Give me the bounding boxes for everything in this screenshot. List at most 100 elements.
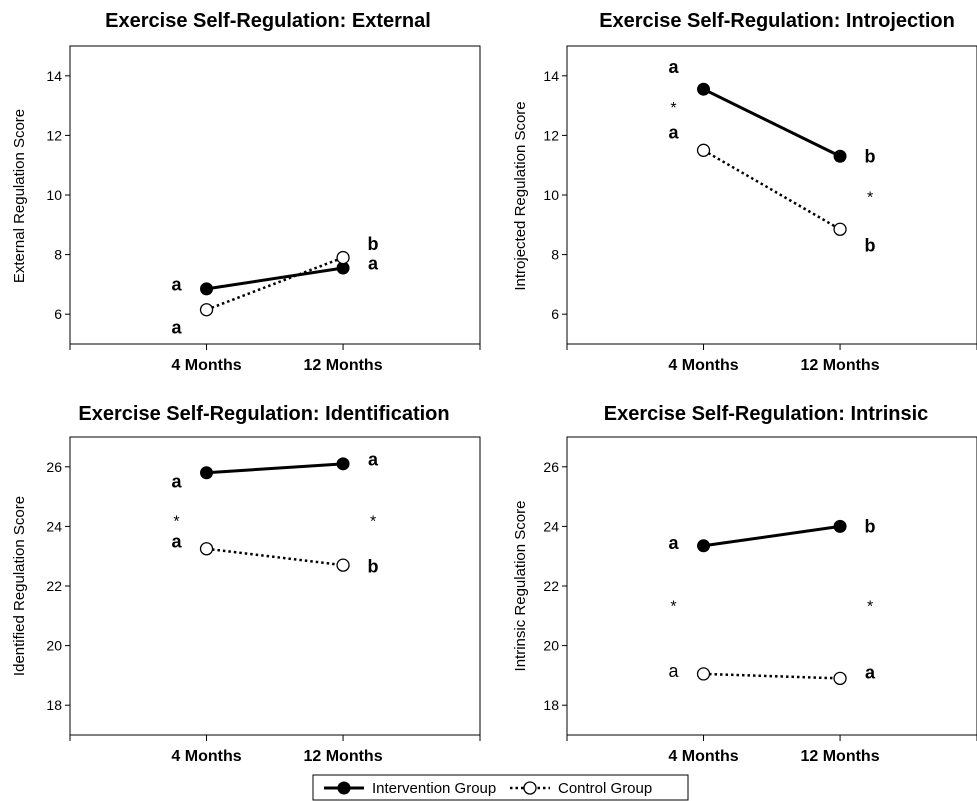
significance-letter: b: [368, 557, 379, 577]
y-tick-label: 14: [46, 68, 62, 84]
control-series-line: [702, 149, 841, 231]
significance-letter: b: [865, 516, 876, 536]
intervention-data-point: [697, 82, 711, 96]
significance-letter: a: [172, 274, 183, 294]
y-tick-label: 6: [54, 306, 62, 322]
y-tick-label: 18: [543, 697, 559, 713]
annotation-group: a * a b * a: [669, 516, 877, 682]
y-ticks: 6 8 10 12 14: [46, 68, 70, 322]
chart-title: Exercise Self-Regulation: External: [105, 10, 431, 32]
control-series-line: [206, 256, 344, 311]
annotation-group: a*aa*b: [172, 449, 380, 576]
intervention-data-point: [200, 466, 214, 480]
y-ticks: 6 8 10 12 14: [543, 68, 567, 322]
control-data-point: [833, 671, 847, 686]
control-data-point: [199, 303, 214, 317]
significance-letter: a: [669, 122, 680, 142]
x-tick-label: 4 Months: [171, 748, 241, 765]
y-tick-label: 22: [543, 578, 559, 594]
significance-letter: a: [669, 533, 680, 553]
chart-panel-identification: Exercise Self-Regulation: Identification…: [11, 403, 481, 765]
legend-label: Control Group: [558, 780, 652, 797]
x-tick-label: 12 Months: [303, 748, 382, 765]
series-group: [696, 519, 847, 686]
y-tick-label: 20: [543, 638, 559, 654]
y-tick-label: 6: [551, 306, 559, 322]
x-tick-label: 4 Months: [668, 357, 738, 374]
plot-frame: [69, 436, 481, 736]
legend-label: Intervention Group: [372, 780, 496, 797]
y-tick-label: 10: [543, 187, 559, 203]
annotation-group: a * a b * b: [669, 57, 876, 256]
y-axis-label: Introjected Regulation Score: [512, 101, 529, 290]
y-tick-label: 12: [543, 127, 559, 143]
chart-title: Exercise Self-Regulation: Introjection: [599, 10, 955, 32]
plot-frame: [566, 436, 977, 736]
control-data-point: [696, 143, 711, 157]
legend-box: [312, 774, 689, 801]
significance-letter: a: [368, 254, 379, 274]
y-tick-label: 20: [46, 638, 62, 654]
y-tick-label: 8: [551, 247, 559, 263]
y-tick-label: 18: [46, 697, 62, 713]
x-ticks: 4 Months 12 Months: [566, 735, 977, 765]
legend-open-circle-marker: [523, 781, 537, 795]
control-data-point: [199, 542, 214, 556]
intervention-series-line: [206, 462, 344, 475]
y-tick-label: 8: [54, 247, 62, 263]
control-data-point: [336, 250, 350, 265]
x-tick-label: 4 Months: [668, 748, 738, 765]
y-tick-label: 14: [543, 68, 559, 84]
control-data-point: [833, 222, 847, 236]
significance-asterisk: *: [867, 598, 873, 615]
significance-letter: a: [865, 662, 876, 682]
x-tick-label: 12 Months: [303, 357, 382, 374]
intervention-data-point: [697, 539, 711, 553]
legend: Intervention Group Control Group: [312, 774, 689, 801]
x-tick-label: 12 Months: [800, 748, 879, 765]
control-series-line: [703, 672, 841, 680]
legend-filled-circle-marker: [337, 781, 351, 795]
significance-asterisk: *: [370, 513, 376, 530]
intervention-series-line: [703, 524, 841, 548]
y-axis-label: Identified Regulation Score: [11, 496, 28, 676]
significance-letter: b: [865, 236, 876, 256]
chart-panel-external: Exercise Self-Regulation: External Exter…: [11, 10, 481, 374]
y-tick-label: 26: [46, 459, 62, 475]
intervention-series-line: [206, 266, 344, 291]
legend-item-control: Control Group: [510, 780, 652, 797]
y-axis-label: Intrinsic Regulation Score: [512, 501, 529, 672]
significance-letter: a: [669, 57, 680, 77]
y-ticks: 18 20 22 24 26: [46, 459, 70, 713]
significance-letter: a: [172, 318, 183, 338]
intervention-data-point: [833, 519, 847, 533]
y-tick-label: 24: [46, 518, 62, 534]
x-ticks: 4 Months 12 Months: [69, 735, 481, 765]
chart-title: Exercise Self-Regulation: Intrinsic: [604, 403, 929, 425]
x-ticks: 4 Months 12 Months: [566, 344, 977, 374]
significance-letter: b: [368, 234, 379, 254]
significance-letter: a: [172, 531, 183, 551]
series-group: [199, 457, 350, 572]
y-tick-label: 22: [46, 578, 62, 594]
series-group: [199, 250, 350, 317]
x-tick-label: 12 Months: [800, 357, 879, 374]
y-tick-label: 12: [46, 127, 62, 143]
significance-asterisk: *: [173, 513, 179, 530]
significance-letter: a: [172, 472, 183, 492]
intervention-series-line: [702, 87, 841, 158]
significance-asterisk: *: [670, 100, 676, 117]
series-group: [696, 82, 847, 236]
control-data-point: [696, 667, 711, 681]
control-series-line: [206, 547, 344, 567]
chart-panel-introjection: Exercise Self-Regulation: Introjection I…: [512, 10, 977, 374]
x-ticks: 4 Months 12 Months: [69, 344, 481, 374]
y-tick-label: 24: [543, 518, 559, 534]
chart-title: Exercise Self-Regulation: Identification: [78, 403, 449, 425]
plot-frame: [69, 45, 481, 345]
significance-letter: b: [865, 146, 876, 166]
intervention-data-point: [833, 149, 847, 163]
significance-asterisk: *: [867, 189, 873, 206]
